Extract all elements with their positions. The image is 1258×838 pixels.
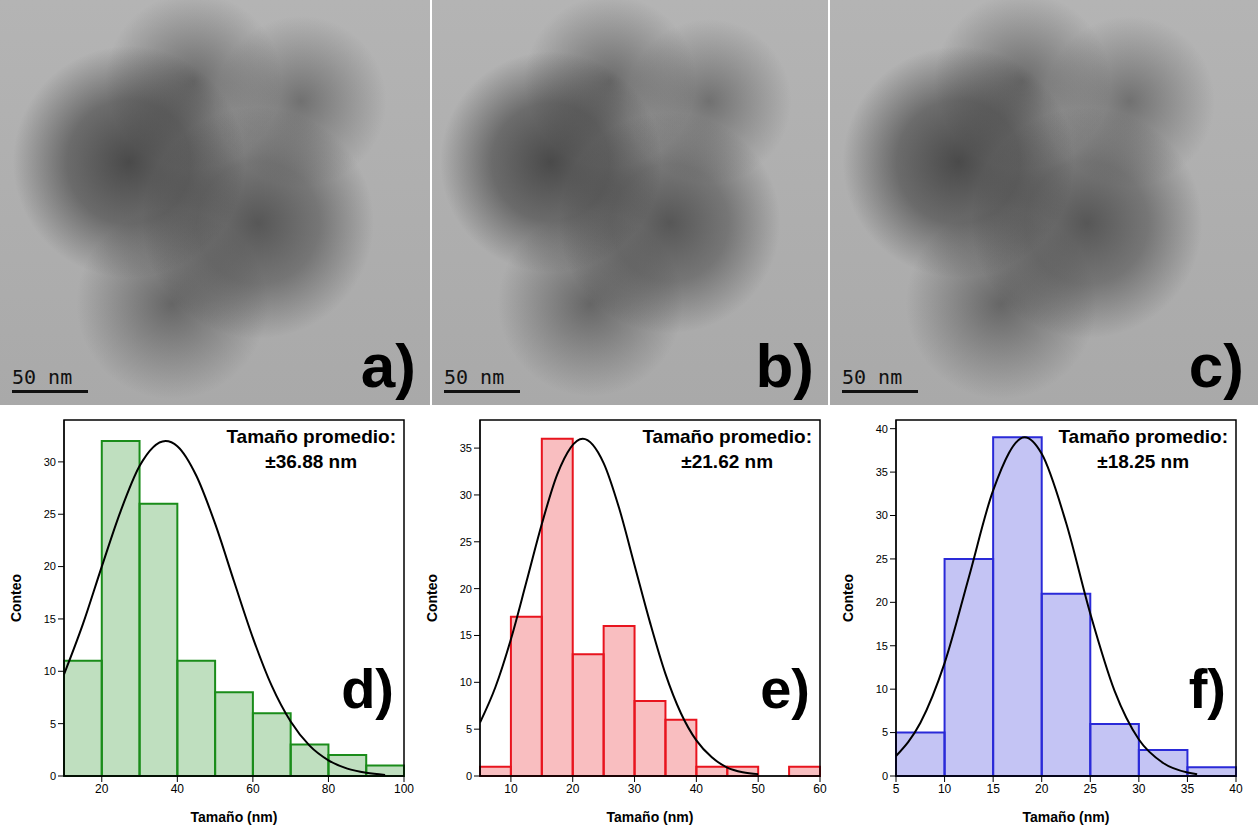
svg-text:25: 25 (876, 553, 888, 565)
html-text:a): a) (360, 331, 416, 400)
svg-text:20: 20 (1035, 782, 1049, 796)
html-text:50 nm: 50 nm (444, 365, 505, 389)
svg-text:15: 15 (44, 613, 56, 625)
svg-text:15: 15 (876, 640, 888, 652)
svg-text:40: 40 (171, 782, 185, 796)
html-text:±18.25 nm: ±18.25 nm (1097, 451, 1190, 472)
html-text:f): f) (1188, 657, 1226, 720)
svg-text:25: 25 (460, 536, 472, 548)
svg-text:0: 0 (50, 770, 56, 782)
svg-text:35: 35 (460, 442, 472, 454)
svg-text:60: 60 (813, 782, 827, 796)
html-text:Tamaño promedio:: Tamaño promedio: (226, 426, 396, 447)
svg-text:30: 30 (460, 489, 472, 501)
html-text:d): d) (341, 657, 394, 720)
svg-text:40: 40 (876, 423, 888, 435)
html-text:Tamaño promedio:: Tamaño promedio: (1058, 426, 1228, 447)
svg-text:25: 25 (44, 508, 56, 520)
svg-text:60: 60 (246, 782, 260, 796)
svg-text:30: 30 (628, 782, 642, 796)
svg-text:20: 20 (876, 596, 888, 608)
html-text:±21.62 nm: ±21.62 nm (681, 451, 774, 472)
svg-text:50: 50 (752, 782, 766, 796)
svg-text:30: 30 (44, 456, 56, 468)
svg-text:10: 10 (876, 683, 888, 695)
svg-text:30: 30 (1132, 782, 1146, 796)
svg-text:40: 40 (1229, 782, 1243, 796)
svg-text:10: 10 (44, 665, 56, 677)
svg-text:100: 100 (394, 782, 414, 796)
svg-text:5: 5 (466, 723, 472, 735)
html-text:Tamaño promedio:: Tamaño promedio: (642, 426, 812, 447)
svg-text:Tamaño (nm): Tamaño (nm) (1023, 809, 1110, 825)
svg-text:Tamaño (nm): Tamaño (nm) (191, 809, 278, 825)
html-text:c): c) (1188, 331, 1244, 400)
svg-text:Conteo: Conteo (8, 574, 24, 622)
svg-text:10: 10 (504, 782, 518, 796)
svg-text:30: 30 (876, 509, 888, 521)
svg-text:40: 40 (690, 782, 704, 796)
svg-text:20: 20 (95, 782, 109, 796)
html-text:e): e) (760, 657, 810, 720)
svg-text:10: 10 (938, 782, 952, 796)
svg-text:0: 0 (882, 770, 888, 782)
svg-text:0: 0 (466, 770, 472, 782)
svg-text:5: 5 (882, 726, 888, 738)
svg-text:20: 20 (460, 583, 472, 595)
svg-text:Conteo: Conteo (424, 574, 440, 622)
svg-text:15: 15 (460, 629, 472, 641)
svg-text:35: 35 (876, 466, 888, 478)
html-text:±36.88 nm: ±36.88 nm (265, 451, 358, 472)
svg-text:35: 35 (1181, 782, 1195, 796)
svg-text:80: 80 (322, 782, 336, 796)
html-text:50 nm: 50 nm (842, 365, 903, 389)
html-text:b): b) (755, 331, 814, 400)
svg-text:20: 20 (44, 560, 56, 572)
html-text:50 nm: 50 nm (12, 365, 73, 389)
svg-text:20: 20 (566, 782, 580, 796)
svg-text:5: 5 (50, 718, 56, 730)
svg-text:Conteo: Conteo (840, 574, 856, 622)
svg-text:15: 15 (986, 782, 1000, 796)
svg-text:5: 5 (893, 782, 900, 796)
svg-text:10: 10 (460, 676, 472, 688)
svg-text:Tamaño (nm): Tamaño (nm) (607, 809, 694, 825)
svg-text:25: 25 (1084, 782, 1098, 796)
